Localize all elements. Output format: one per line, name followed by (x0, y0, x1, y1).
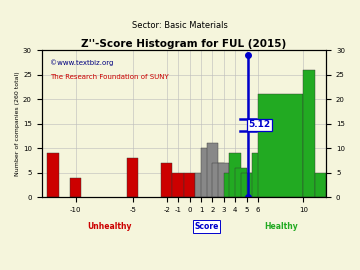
Bar (241, 173, 252, 197)
Bar (161, 163, 172, 197)
Bar (47, 153, 59, 197)
Bar (172, 173, 184, 197)
Bar (212, 163, 224, 197)
Bar (127, 158, 138, 197)
Bar (224, 173, 235, 197)
Bar (315, 173, 326, 197)
Bar (195, 173, 207, 197)
Bar (235, 168, 247, 197)
Text: Sector: Basic Materials: Sector: Basic Materials (132, 21, 228, 30)
Text: 5.12: 5.12 (248, 120, 271, 129)
Bar (218, 163, 229, 197)
Text: ©www.textbiz.org: ©www.textbiz.org (50, 59, 113, 66)
Bar (184, 173, 195, 197)
Bar (252, 153, 264, 197)
Title: Z''-Score Histogram for FUL (2015): Z''-Score Histogram for FUL (2015) (81, 39, 287, 49)
Text: The Research Foundation of SUNY: The Research Foundation of SUNY (50, 74, 169, 80)
Bar (70, 178, 81, 197)
Bar (201, 148, 212, 197)
Text: Unhealthy: Unhealthy (87, 222, 132, 231)
Bar (303, 70, 315, 197)
Bar (247, 173, 258, 197)
Bar (229, 153, 241, 197)
Text: Healthy: Healthy (264, 222, 298, 231)
Text: Score: Score (194, 222, 219, 231)
Bar (207, 143, 218, 197)
Y-axis label: Number of companies (260 total): Number of companies (260 total) (15, 71, 20, 176)
Bar (258, 94, 303, 197)
